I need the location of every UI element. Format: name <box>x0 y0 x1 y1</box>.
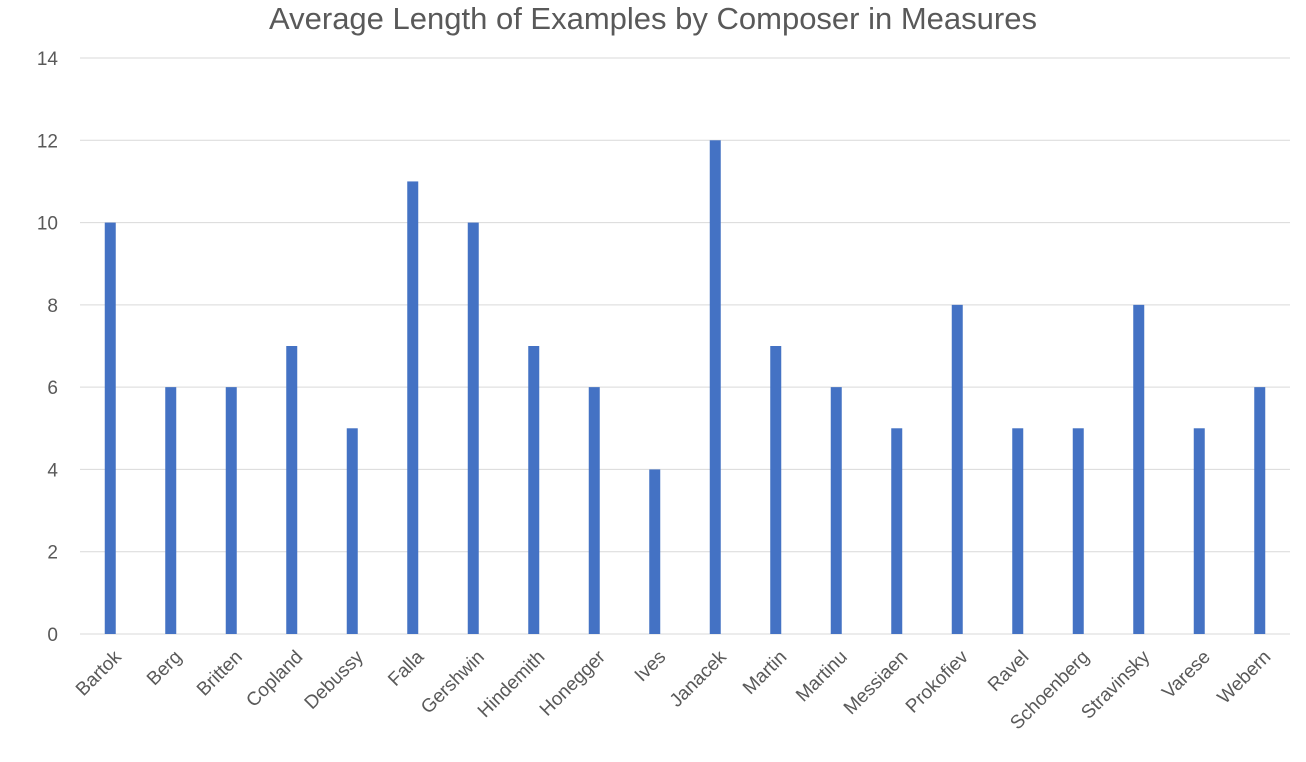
bar-martinu <box>830 387 842 634</box>
x-tick-label: Honegger <box>536 646 610 720</box>
y-tick-label: 0 <box>47 625 58 646</box>
y-tick-label: 10 <box>37 214 58 235</box>
x-tick-label: Janacek <box>666 646 731 711</box>
bar-bartok <box>104 222 116 635</box>
bars <box>104 140 1266 635</box>
bar-gershwin <box>467 222 479 635</box>
bar-britten <box>225 387 237 634</box>
bar-messiaen <box>891 428 903 634</box>
bar-ives <box>649 469 661 634</box>
bar-varese <box>1193 428 1205 634</box>
x-tick-label: Copland <box>242 647 307 712</box>
x-tick-label: Hindemith <box>474 647 549 722</box>
x-tick-label: Messiaen <box>840 647 912 719</box>
bar-honegger <box>588 387 600 634</box>
y-tick-label: 6 <box>47 378 58 399</box>
x-tick-label: Martin <box>739 647 791 699</box>
bar-copland <box>286 346 298 634</box>
x-tick-label: Varese <box>1158 647 1214 703</box>
y-tick-label: 12 <box>37 131 58 152</box>
x-tick-label: Falla <box>384 646 428 690</box>
bar-martin <box>770 346 782 634</box>
x-tick-label: Britten <box>193 647 247 701</box>
y-tick-label: 14 <box>37 49 59 70</box>
x-tick-label: Bartok <box>72 646 126 700</box>
bar-stravinsky <box>1133 304 1145 634</box>
x-tick-label: Ravel <box>984 647 1033 696</box>
chart-title: Average Length of Examples by Composer i… <box>269 1 1037 36</box>
x-tick-label: Ives <box>631 647 670 686</box>
y-tick-label: 4 <box>47 460 58 481</box>
bar-hindemith <box>528 346 540 634</box>
bar-prokofiev <box>951 304 963 634</box>
y-axis-ticks: 0 2 4 6 8 10 12 14 <box>37 49 59 646</box>
gridlines <box>80 57 1290 635</box>
bar-webern <box>1254 387 1266 634</box>
bar-janacek <box>709 140 721 635</box>
x-tick-label: Webern <box>1214 647 1276 709</box>
bar-berg <box>165 387 177 634</box>
x-tick-label: Prokofiev <box>902 646 973 717</box>
bar-schoenberg <box>1072 428 1084 634</box>
y-tick-label: 2 <box>47 543 58 564</box>
x-tick-label: Debussy <box>301 646 368 713</box>
bar-falla <box>407 181 419 634</box>
bar-ravel <box>1012 428 1024 634</box>
x-tick-label: Berg <box>143 647 186 690</box>
y-tick-label: 8 <box>47 296 58 317</box>
bar-debussy <box>346 428 358 634</box>
x-tick-label: Martinu <box>792 647 852 707</box>
